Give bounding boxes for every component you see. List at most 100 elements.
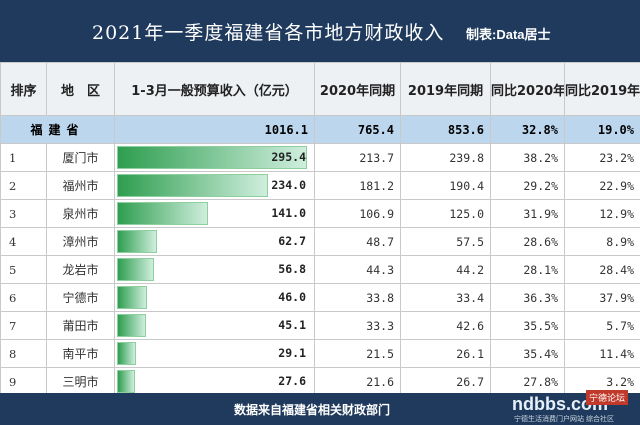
revenue-bar [117, 230, 158, 253]
province-row: 福建省 1016.1 765.4 853.6 32.8% 19.0% [0, 115, 640, 144]
province-q1-2021: 1016.1 [114, 115, 315, 144]
revenue-bar [117, 174, 268, 197]
table-row: 5 龙岩市 56.8 44.3 44.2 28.1% 28.4% [0, 255, 640, 284]
yoy-2019-cell: 28.4% [564, 255, 640, 284]
revenue-bar-label: 46.0 [278, 290, 306, 304]
province-name: 福建省 [0, 115, 115, 144]
province-q1-2019: 853.6 [400, 115, 491, 144]
revenue-bar [117, 314, 146, 337]
q1-2019-cell: 125.0 [400, 199, 491, 228]
q1-2019-cell: 57.5 [400, 227, 491, 256]
q1-2019-cell: 239.8 [400, 143, 491, 172]
rank-cell: 2 [0, 171, 47, 200]
table-row: 9 三明市 27.6 21.6 26.7 27.8% 3.2% [0, 367, 640, 396]
yoy-2020-cell: 35.5% [490, 311, 565, 340]
yoy-2020-cell: 27.8% [490, 367, 565, 396]
revenue-bar [117, 286, 147, 309]
revenue-bar-label: 45.1 [278, 318, 306, 332]
q1-2020-cell: 48.7 [314, 227, 401, 256]
col-header-q1-2019: 2019年同期 [400, 62, 491, 116]
yoy-2020-cell: 36.3% [490, 283, 565, 312]
rank-cell: 1 [0, 143, 47, 172]
rank-cell: 7 [0, 311, 47, 340]
revenue-bar-label: 234.0 [271, 178, 306, 192]
revenue-bar-cell: 29.1 [114, 339, 315, 368]
revenue-bar-label: 141.0 [271, 206, 306, 220]
province-yoy-2020: 32.8% [490, 115, 565, 144]
title-bar: 2021年一季度福建省各市地方财政收入 制表:Data居士 [0, 0, 640, 62]
q1-2020-cell: 33.8 [314, 283, 401, 312]
q1-2019-cell: 26.7 [400, 367, 491, 396]
revenue-bar-cell: 295.4 [114, 143, 315, 172]
yoy-2020-cell: 38.2% [490, 143, 565, 172]
revenue-bar-cell: 56.8 [114, 255, 315, 284]
city-cell: 福州市 [46, 171, 115, 200]
yoy-2020-cell: 31.9% [490, 199, 565, 228]
footer-bar: 数据来自福建省相关财政部门 ndbbs.com 宁德论坛 宁德生活消费门户网站 … [0, 390, 640, 425]
revenue-bar-cell: 141.0 [114, 199, 315, 228]
q1-2019-cell: 42.6 [400, 311, 491, 340]
q1-2020-cell: 44.3 [314, 255, 401, 284]
credit-label: 制表:Data居士 [466, 27, 551, 42]
q1-2020-cell: 106.9 [314, 199, 401, 228]
revenue-table: 排序 地 区 1-3月一般预算收入（亿元） 2020年同期 2019年同期 同比… [0, 62, 640, 396]
chart-title: 2021年一季度福建省各市地方财政收入 [92, 22, 445, 44]
col-header-yoy-2019: 同比2019年 [564, 62, 640, 116]
revenue-bar-cell: 45.1 [114, 311, 315, 340]
revenue-bar-cell: 62.7 [114, 227, 315, 256]
revenue-bar [117, 146, 307, 169]
q1-2020-cell: 33.3 [314, 311, 401, 340]
source-note: 数据来自福建省相关财政部门 [234, 403, 391, 417]
col-header-yoy-2020: 同比2020年 [490, 62, 565, 116]
revenue-bar-label: 29.1 [278, 346, 306, 360]
city-cell: 莆田市 [46, 311, 115, 340]
revenue-bar-label: 295.4 [271, 150, 306, 164]
yoy-2019-cell: 37.9% [564, 283, 640, 312]
table-row: 3 泉州市 141.0 106.9 125.0 31.9% 12.9% [0, 199, 640, 228]
table-row: 4 漳州市 62.7 48.7 57.5 28.6% 8.9% [0, 227, 640, 256]
revenue-bar [117, 258, 154, 281]
yoy-2019-cell: 8.9% [564, 227, 640, 256]
city-cell: 厦门市 [46, 143, 115, 172]
q1-2020-cell: 21.5 [314, 339, 401, 368]
province-yoy-2019: 19.0% [564, 115, 640, 144]
city-cell: 泉州市 [46, 199, 115, 228]
table-row: 2 福州市 234.0 181.2 190.4 29.2% 22.9% [0, 171, 640, 200]
yoy-2019-cell: 12.9% [564, 199, 640, 228]
revenue-bar-cell: 46.0 [114, 283, 315, 312]
revenue-bar [117, 370, 135, 393]
province-q1-2020: 765.4 [314, 115, 401, 144]
q1-2020-cell: 213.7 [314, 143, 401, 172]
city-cell: 三明市 [46, 367, 115, 396]
col-header-q1-2021: 1-3月一般预算收入（亿元） [114, 62, 315, 116]
city-cell: 南平市 [46, 339, 115, 368]
table-row: 1 厦门市 295.4 213.7 239.8 38.2% 23.2% [0, 143, 640, 172]
revenue-bar-cell: 234.0 [114, 171, 315, 200]
revenue-bar-label: 62.7 [278, 234, 306, 248]
rank-cell: 4 [0, 227, 47, 256]
q1-2019-cell: 190.4 [400, 171, 491, 200]
rank-cell: 5 [0, 255, 47, 284]
revenue-bar-cell: 27.6 [114, 367, 315, 396]
col-header-region: 地 区 [46, 62, 115, 116]
yoy-2020-cell: 28.1% [490, 255, 565, 284]
watermark-logo: ndbbs.com 宁德论坛 宁德生活消费门户网站 综合社区 [502, 390, 636, 423]
revenue-bar [117, 202, 208, 225]
yoy-2019-cell: 22.9% [564, 171, 640, 200]
q1-2020-cell: 21.6 [314, 367, 401, 396]
yoy-2019-cell: 11.4% [564, 339, 640, 368]
table-row: 7 莆田市 45.1 33.3 42.6 35.5% 5.7% [0, 311, 640, 340]
revenue-bar-label: 56.8 [278, 262, 306, 276]
header-row: 排序 地 区 1-3月一般预算收入（亿元） 2020年同期 2019年同期 同比… [0, 62, 640, 116]
yoy-2020-cell: 28.6% [490, 227, 565, 256]
watermark-logo-text: ndbbs.com [512, 394, 609, 414]
rank-cell: 8 [0, 339, 47, 368]
q1-2019-cell: 33.4 [400, 283, 491, 312]
rank-cell: 9 [0, 367, 47, 396]
q1-2020-cell: 181.2 [314, 171, 401, 200]
yoy-2019-cell: 23.2% [564, 143, 640, 172]
table-row: 8 南平市 29.1 21.5 26.1 35.4% 11.4% [0, 339, 640, 368]
yoy-2019-cell: 5.7% [564, 311, 640, 340]
col-header-q1-2020: 2020年同期 [314, 62, 401, 116]
